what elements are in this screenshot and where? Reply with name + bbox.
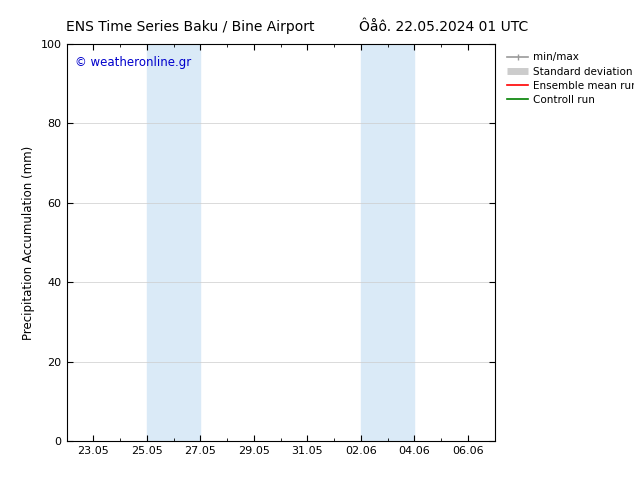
- Legend: min/max, Standard deviation, Ensemble mean run, Controll run: min/max, Standard deviation, Ensemble me…: [504, 49, 634, 108]
- Text: ENS Time Series Baku / Bine Airport: ENS Time Series Baku / Bine Airport: [66, 20, 314, 34]
- Bar: [361, 44, 414, 441]
- Text: © weatheronline.gr: © weatheronline.gr: [75, 56, 191, 69]
- Y-axis label: Precipitation Accumulation (mm): Precipitation Accumulation (mm): [22, 146, 35, 340]
- Text: Ôåô. 22.05.2024 01 UTC: Ôåô. 22.05.2024 01 UTC: [359, 20, 528, 34]
- Bar: [147, 44, 200, 441]
